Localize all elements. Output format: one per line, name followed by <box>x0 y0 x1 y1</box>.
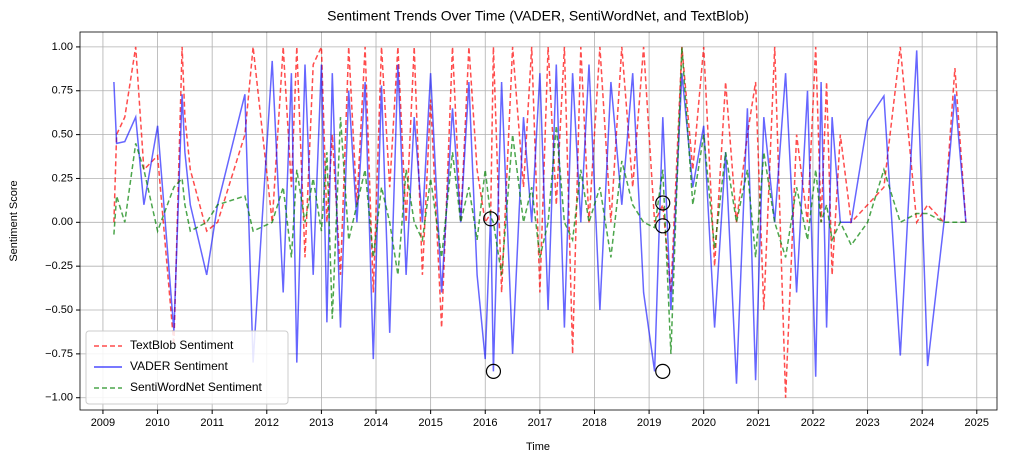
legend-label: SentiWordNet Sentiment <box>130 380 263 394</box>
y-tick-label: 0.00 <box>52 216 73 228</box>
highlight-marker <box>485 363 502 380</box>
y-tick-label: −0.50 <box>45 304 73 316</box>
highlight-marker <box>655 363 671 380</box>
y-tick-label: 0.50 <box>52 129 73 141</box>
x-tick-label: 2019 <box>637 417 661 429</box>
y-axis-label: Sentiment Score <box>8 180 20 261</box>
x-tick-label: 2016 <box>473 417 497 429</box>
highlight-marker <box>655 218 671 234</box>
series-line <box>113 46 967 398</box>
series-line <box>113 46 966 354</box>
x-tick-label: 2015 <box>418 417 442 429</box>
y-tick-label: 1.00 <box>52 41 73 53</box>
x-tick-label: 2023 <box>855 417 879 429</box>
legend-box <box>85 330 289 405</box>
x-tick-label: 2025 <box>965 417 989 429</box>
x-tick-label: 2013 <box>309 417 333 429</box>
y-tick-label: −0.75 <box>45 348 73 360</box>
legend-label: TextBlob Sentiment <box>130 338 234 352</box>
y-tick-label: −1.00 <box>45 392 73 404</box>
chart-title: Sentiment Trends Over Time (VADER, Senti… <box>327 8 749 24</box>
y-tick-label: 0.25 <box>52 172 73 184</box>
x-axis-label: Time <box>526 441 550 453</box>
x-tick-label: 2014 <box>364 417 388 429</box>
x-tick-label: 2012 <box>255 417 279 429</box>
y-tick-label: −0.25 <box>45 260 73 272</box>
x-tick-label: 2011 <box>200 417 224 429</box>
highlight-marker <box>655 195 671 211</box>
plot-frame <box>79 31 998 411</box>
x-tick-label: 2022 <box>801 417 825 429</box>
highlight-marker <box>483 211 499 227</box>
y-tick-label: 0.75 <box>52 85 73 97</box>
x-tick-label: 2024 <box>910 417 934 429</box>
legend-label: VADER Sentiment <box>130 359 228 373</box>
series-line <box>113 50 967 384</box>
x-tick-label: 2018 <box>582 417 606 429</box>
x-tick-label: 2017 <box>528 417 552 429</box>
x-tick-label: 2009 <box>91 417 115 429</box>
x-tick-label: 2021 <box>746 417 770 429</box>
x-tick-label: 2010 <box>145 417 169 429</box>
x-tick-label: 2020 <box>691 417 715 429</box>
